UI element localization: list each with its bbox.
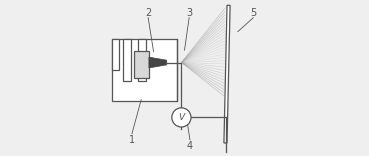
Text: 1: 1 <box>129 135 135 145</box>
Bar <box>112 39 119 70</box>
Bar <box>138 39 146 81</box>
Polygon shape <box>224 5 230 143</box>
Text: 4: 4 <box>187 141 193 151</box>
Text: 2: 2 <box>145 8 151 18</box>
Text: V: V <box>178 113 184 122</box>
Circle shape <box>172 108 191 127</box>
Bar <box>123 39 131 81</box>
Bar <box>134 51 149 78</box>
Text: 5: 5 <box>250 8 256 18</box>
Polygon shape <box>149 57 167 68</box>
Bar <box>112 39 177 101</box>
Text: 3: 3 <box>186 8 192 18</box>
